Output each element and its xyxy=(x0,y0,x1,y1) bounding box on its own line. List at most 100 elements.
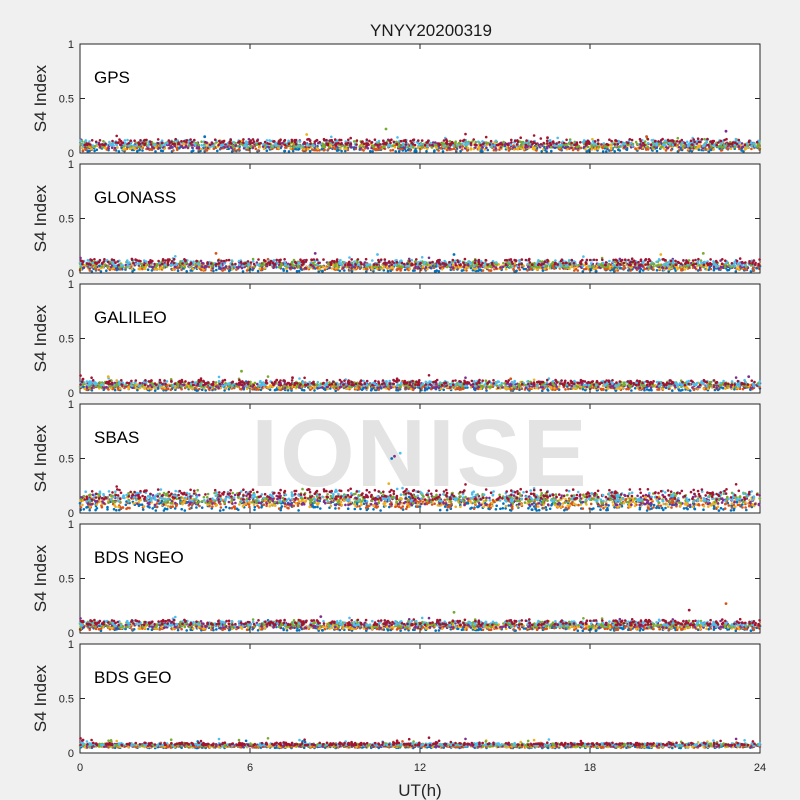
data-point xyxy=(220,259,223,263)
data-point xyxy=(399,147,402,151)
data-point xyxy=(215,268,218,272)
data-point xyxy=(734,137,738,141)
data-point xyxy=(146,268,150,272)
data-point xyxy=(155,262,159,266)
data-point xyxy=(174,263,178,267)
data-point xyxy=(596,142,600,145)
data-point xyxy=(720,262,724,266)
data-point xyxy=(370,141,373,144)
data-point xyxy=(592,267,596,270)
data-point xyxy=(275,144,278,147)
data-point xyxy=(124,141,127,145)
data-point xyxy=(683,141,687,145)
data-point xyxy=(604,263,607,267)
data-point xyxy=(130,258,134,262)
data-point xyxy=(109,143,113,147)
data-point xyxy=(252,262,256,266)
data-point xyxy=(682,264,686,268)
data-point xyxy=(596,138,600,142)
data-point xyxy=(623,258,627,262)
data-point xyxy=(282,269,286,272)
data-point xyxy=(630,138,634,142)
data-point xyxy=(249,145,253,148)
data-point xyxy=(263,267,267,270)
data-point xyxy=(288,263,292,266)
data-point xyxy=(137,262,140,265)
data-point xyxy=(238,263,241,267)
data-point xyxy=(454,263,458,267)
data-point xyxy=(587,145,590,149)
data-point xyxy=(355,139,359,142)
data-point xyxy=(562,141,566,145)
data-point xyxy=(719,142,723,146)
data-point xyxy=(433,150,436,153)
data-point xyxy=(97,268,101,272)
data-point xyxy=(303,142,307,145)
data-point xyxy=(168,146,172,150)
data-point xyxy=(146,147,150,150)
data-point xyxy=(159,149,163,152)
data-point xyxy=(299,258,302,262)
data-point xyxy=(388,265,391,268)
data-point xyxy=(740,146,744,149)
data-point xyxy=(268,139,271,142)
data-point xyxy=(406,148,410,152)
data-point xyxy=(605,150,608,153)
data-point xyxy=(546,388,549,391)
data-point xyxy=(444,263,448,266)
data-point xyxy=(679,389,682,392)
data-point xyxy=(494,139,498,143)
data-point xyxy=(245,144,249,148)
data-point xyxy=(472,264,476,268)
data-point xyxy=(80,259,84,263)
data-point xyxy=(698,144,701,147)
data-point xyxy=(733,141,737,144)
data-point xyxy=(241,270,245,273)
data-point xyxy=(136,149,139,153)
data-point xyxy=(634,148,638,151)
data-point xyxy=(246,266,250,270)
data-point xyxy=(413,260,417,264)
data-point xyxy=(526,262,529,266)
data-point xyxy=(193,138,196,142)
data-point xyxy=(110,146,114,149)
data-point xyxy=(553,144,556,147)
data-point xyxy=(308,149,312,153)
data-point xyxy=(590,265,594,268)
data-point xyxy=(579,260,583,263)
data-point xyxy=(685,259,688,262)
spike-point xyxy=(645,135,649,139)
data-point xyxy=(568,262,571,266)
data-point xyxy=(659,139,663,142)
data-point xyxy=(727,142,730,146)
data-point xyxy=(431,143,434,147)
data-point xyxy=(577,263,580,267)
data-point xyxy=(157,147,160,150)
data-point xyxy=(227,269,231,273)
data-point xyxy=(265,263,269,266)
data-point xyxy=(729,142,733,146)
data-point xyxy=(283,263,287,267)
data-point xyxy=(565,261,568,265)
data-point xyxy=(218,139,221,143)
data-point xyxy=(197,146,201,150)
data-point xyxy=(226,145,229,149)
data-point xyxy=(681,141,684,145)
data-point xyxy=(343,261,346,264)
data-point xyxy=(236,144,240,148)
data-point xyxy=(398,143,401,147)
data-point xyxy=(481,150,484,153)
data-point xyxy=(204,148,207,152)
data-point xyxy=(362,149,365,152)
data-point xyxy=(93,149,96,153)
data-point xyxy=(623,266,627,270)
spike-point xyxy=(313,252,317,255)
data-point xyxy=(486,263,489,266)
data-point xyxy=(365,263,369,267)
data-point xyxy=(101,146,104,149)
data-point xyxy=(180,265,183,268)
data-point xyxy=(694,258,697,262)
data-point xyxy=(702,144,705,148)
data-point xyxy=(396,136,399,139)
data-point xyxy=(639,139,642,143)
